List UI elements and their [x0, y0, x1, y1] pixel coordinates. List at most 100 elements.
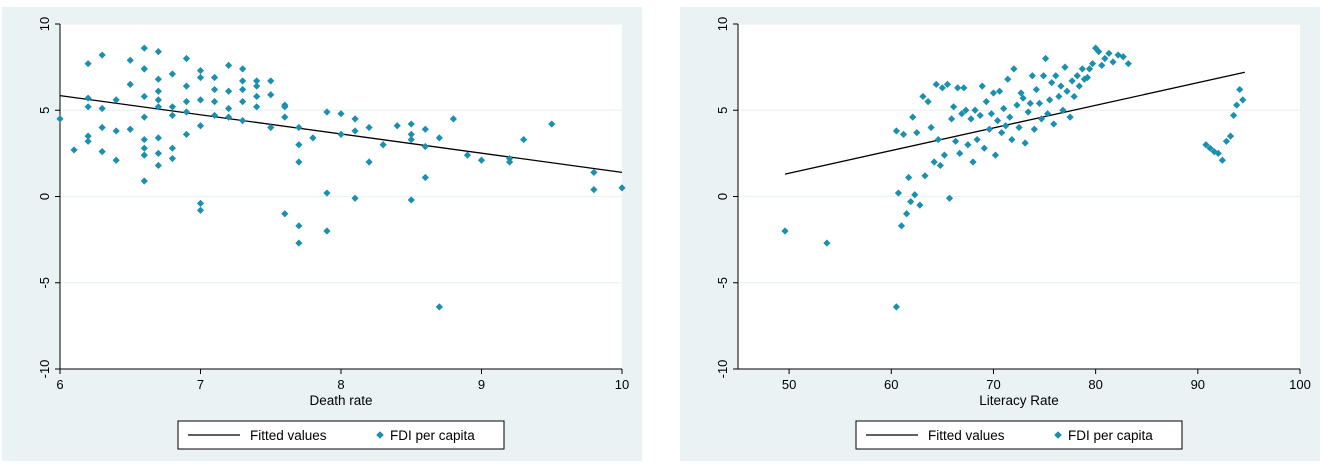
- x-tick-label: 60: [884, 377, 898, 392]
- data-point: [506, 158, 514, 166]
- legend-marker-swatch: [1054, 431, 1062, 439]
- data-point: [225, 104, 233, 113]
- data-point: [956, 149, 964, 157]
- data-point: [323, 189, 331, 197]
- x-axis-title: Death rate: [309, 393, 372, 408]
- data-point: [295, 158, 303, 166]
- data-point: [154, 149, 162, 157]
- data-point: [1068, 77, 1076, 85]
- data-point: [365, 158, 373, 166]
- x-tick-label: 8: [337, 377, 344, 392]
- data-point: [210, 85, 219, 94]
- data-point: [140, 92, 148, 101]
- data-point: [84, 60, 92, 68]
- data-point: [962, 106, 970, 114]
- data-point: [954, 84, 962, 92]
- data-point: [1059, 106, 1067, 114]
- data-point: [225, 113, 233, 121]
- data-point: [987, 110, 996, 118]
- data-point: [590, 168, 598, 176]
- data-point: [56, 115, 64, 123]
- y-tick-label: 10: [715, 17, 730, 31]
- data-point: [958, 110, 966, 118]
- legend-label: FDI per capita: [390, 428, 475, 443]
- data-point: [267, 91, 275, 99]
- data-point: [1050, 120, 1058, 128]
- data-point: [1206, 144, 1214, 152]
- data-point: [899, 130, 908, 138]
- x-tick-label: 100: [1289, 377, 1311, 392]
- data-point: [98, 51, 106, 59]
- data-point: [1008, 135, 1016, 144]
- data-point: [182, 130, 191, 138]
- data-point: [295, 239, 303, 247]
- data-point: [154, 161, 162, 170]
- data-point: [210, 98, 219, 106]
- data-point: [182, 98, 191, 106]
- x-tick-label: 9: [478, 377, 485, 392]
- data-point: [1044, 110, 1052, 118]
- y-tick-label: 0: [37, 193, 52, 200]
- y-tick-label: -10: [715, 360, 730, 379]
- data-point: [1055, 92, 1063, 101]
- data-point: [1078, 65, 1086, 73]
- data-point: [1002, 122, 1010, 130]
- data-point: [196, 122, 205, 130]
- legend-marker-swatch: [376, 431, 384, 439]
- data-point: [1202, 141, 1210, 149]
- data-point: [435, 134, 443, 142]
- data-point: [913, 129, 921, 137]
- data-point: [973, 135, 981, 144]
- data-point: [945, 194, 954, 202]
- data-point: [1070, 92, 1078, 101]
- data-point: [112, 96, 120, 104]
- data-point: [112, 156, 120, 164]
- x-tick-label: 7: [197, 377, 204, 392]
- x-tick-label: 6: [56, 377, 63, 392]
- data-point: [196, 206, 205, 214]
- data-point: [126, 125, 134, 133]
- data-point: [932, 80, 940, 88]
- y-tick-label: -5: [37, 277, 52, 289]
- data-point: [1010, 65, 1018, 73]
- data-point: [921, 172, 929, 180]
- data-point: [351, 115, 359, 123]
- data-point: [140, 44, 148, 52]
- data-point: [897, 222, 906, 230]
- data-point: [239, 85, 247, 94]
- x-axis-title: Literacy Rate: [979, 393, 1059, 408]
- data-point: [154, 75, 162, 83]
- data-point: [267, 77, 275, 85]
- data-point: [337, 130, 345, 138]
- data-point: [952, 137, 960, 145]
- data-point: [978, 82, 986, 90]
- data-point: [1236, 85, 1244, 94]
- data-point: [140, 177, 148, 185]
- data-point: [1075, 82, 1083, 90]
- data-point: [407, 130, 415, 138]
- data-point: [196, 199, 205, 207]
- data-point: [210, 111, 219, 120]
- data-point: [1229, 111, 1238, 120]
- data-point: [1109, 58, 1117, 66]
- data-point: [154, 103, 162, 111]
- data-point: [892, 303, 900, 311]
- data-point: [98, 123, 106, 132]
- data-point: [1048, 79, 1056, 87]
- data-point: [365, 123, 373, 132]
- data-point: [140, 113, 148, 121]
- data-point: [196, 96, 205, 104]
- data-point: [421, 173, 429, 182]
- data-point: [421, 125, 429, 133]
- data-point: [154, 96, 162, 104]
- data-point: [964, 141, 972, 149]
- data-point: [985, 125, 993, 133]
- data-point: [140, 151, 148, 159]
- data-point: [980, 144, 988, 152]
- y-tick-label: 5: [37, 107, 52, 114]
- data-point: [281, 101, 289, 109]
- data-point: [154, 48, 162, 56]
- data-point: [1041, 54, 1050, 63]
- data-point: [1226, 132, 1235, 140]
- legend-label: FDI per capita: [1068, 428, 1153, 443]
